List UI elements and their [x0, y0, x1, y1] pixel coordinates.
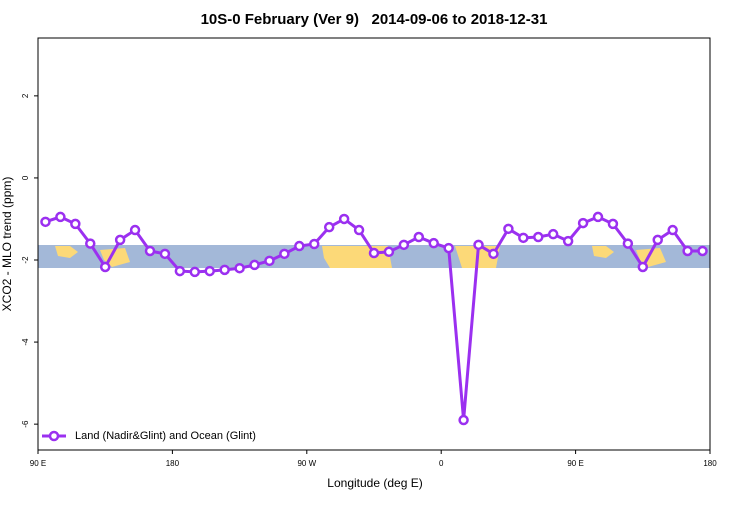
legend-label: Land (Nadir&Glint) and Ocean (Glint)	[75, 430, 256, 442]
point	[353, 224, 365, 236]
point	[294, 240, 305, 252]
y-tick-label: 2	[21, 93, 30, 98]
point	[204, 265, 215, 277]
point	[309, 238, 320, 250]
point	[99, 261, 111, 273]
point	[40, 216, 51, 228]
point	[428, 237, 439, 249]
point	[249, 259, 260, 271]
point	[562, 235, 574, 247]
point	[219, 264, 230, 276]
x-tick-label: 180	[703, 459, 717, 468]
x-axis-label: Longitude (deg E)	[327, 476, 422, 490]
point	[114, 234, 126, 246]
y-axis-label: XCO2 - MLO trend (ppm)	[0, 177, 14, 312]
point	[547, 228, 559, 240]
point	[144, 245, 156, 257]
point	[174, 265, 186, 277]
point	[473, 239, 484, 251]
point	[667, 224, 678, 236]
point	[458, 414, 469, 426]
point	[443, 242, 454, 254]
point	[398, 239, 410, 251]
y-tick-label: -2	[21, 256, 30, 264]
point	[383, 246, 395, 258]
point	[503, 223, 514, 235]
point	[129, 224, 141, 236]
point	[518, 232, 529, 244]
x-tick-label: 180	[166, 459, 180, 468]
x-tick-label: 90 W	[297, 459, 316, 468]
point	[682, 245, 693, 257]
point	[622, 238, 634, 249]
x-tick-label: 90 E	[567, 459, 583, 468]
plot-frame	[37, 37, 711, 451]
land-shape	[55, 246, 666, 268]
point	[70, 218, 81, 230]
x-tick-label: 0	[439, 459, 444, 468]
point	[85, 238, 96, 249]
point	[338, 213, 350, 225]
point	[55, 211, 66, 223]
point	[234, 262, 245, 274]
point	[323, 221, 335, 233]
chart-title: 10S-0 February (Ver 9) 2014-09-06 to 201…	[201, 11, 548, 28]
legend-marker	[48, 430, 60, 442]
point	[189, 266, 201, 278]
point	[637, 261, 649, 273]
point	[264, 255, 275, 267]
y-tick-label: 0	[21, 175, 30, 180]
point	[697, 245, 708, 257]
point	[533, 231, 544, 243]
y-tick-label: -4	[21, 338, 30, 346]
point	[652, 234, 663, 246]
y-tick-label: -6	[21, 420, 30, 428]
point	[159, 248, 171, 260]
point	[607, 218, 619, 230]
point	[279, 248, 290, 260]
point	[368, 247, 380, 259]
point	[488, 248, 499, 260]
point	[413, 231, 425, 243]
x-tick-label: 90 E	[30, 459, 46, 468]
point	[577, 217, 589, 229]
point	[592, 211, 604, 223]
